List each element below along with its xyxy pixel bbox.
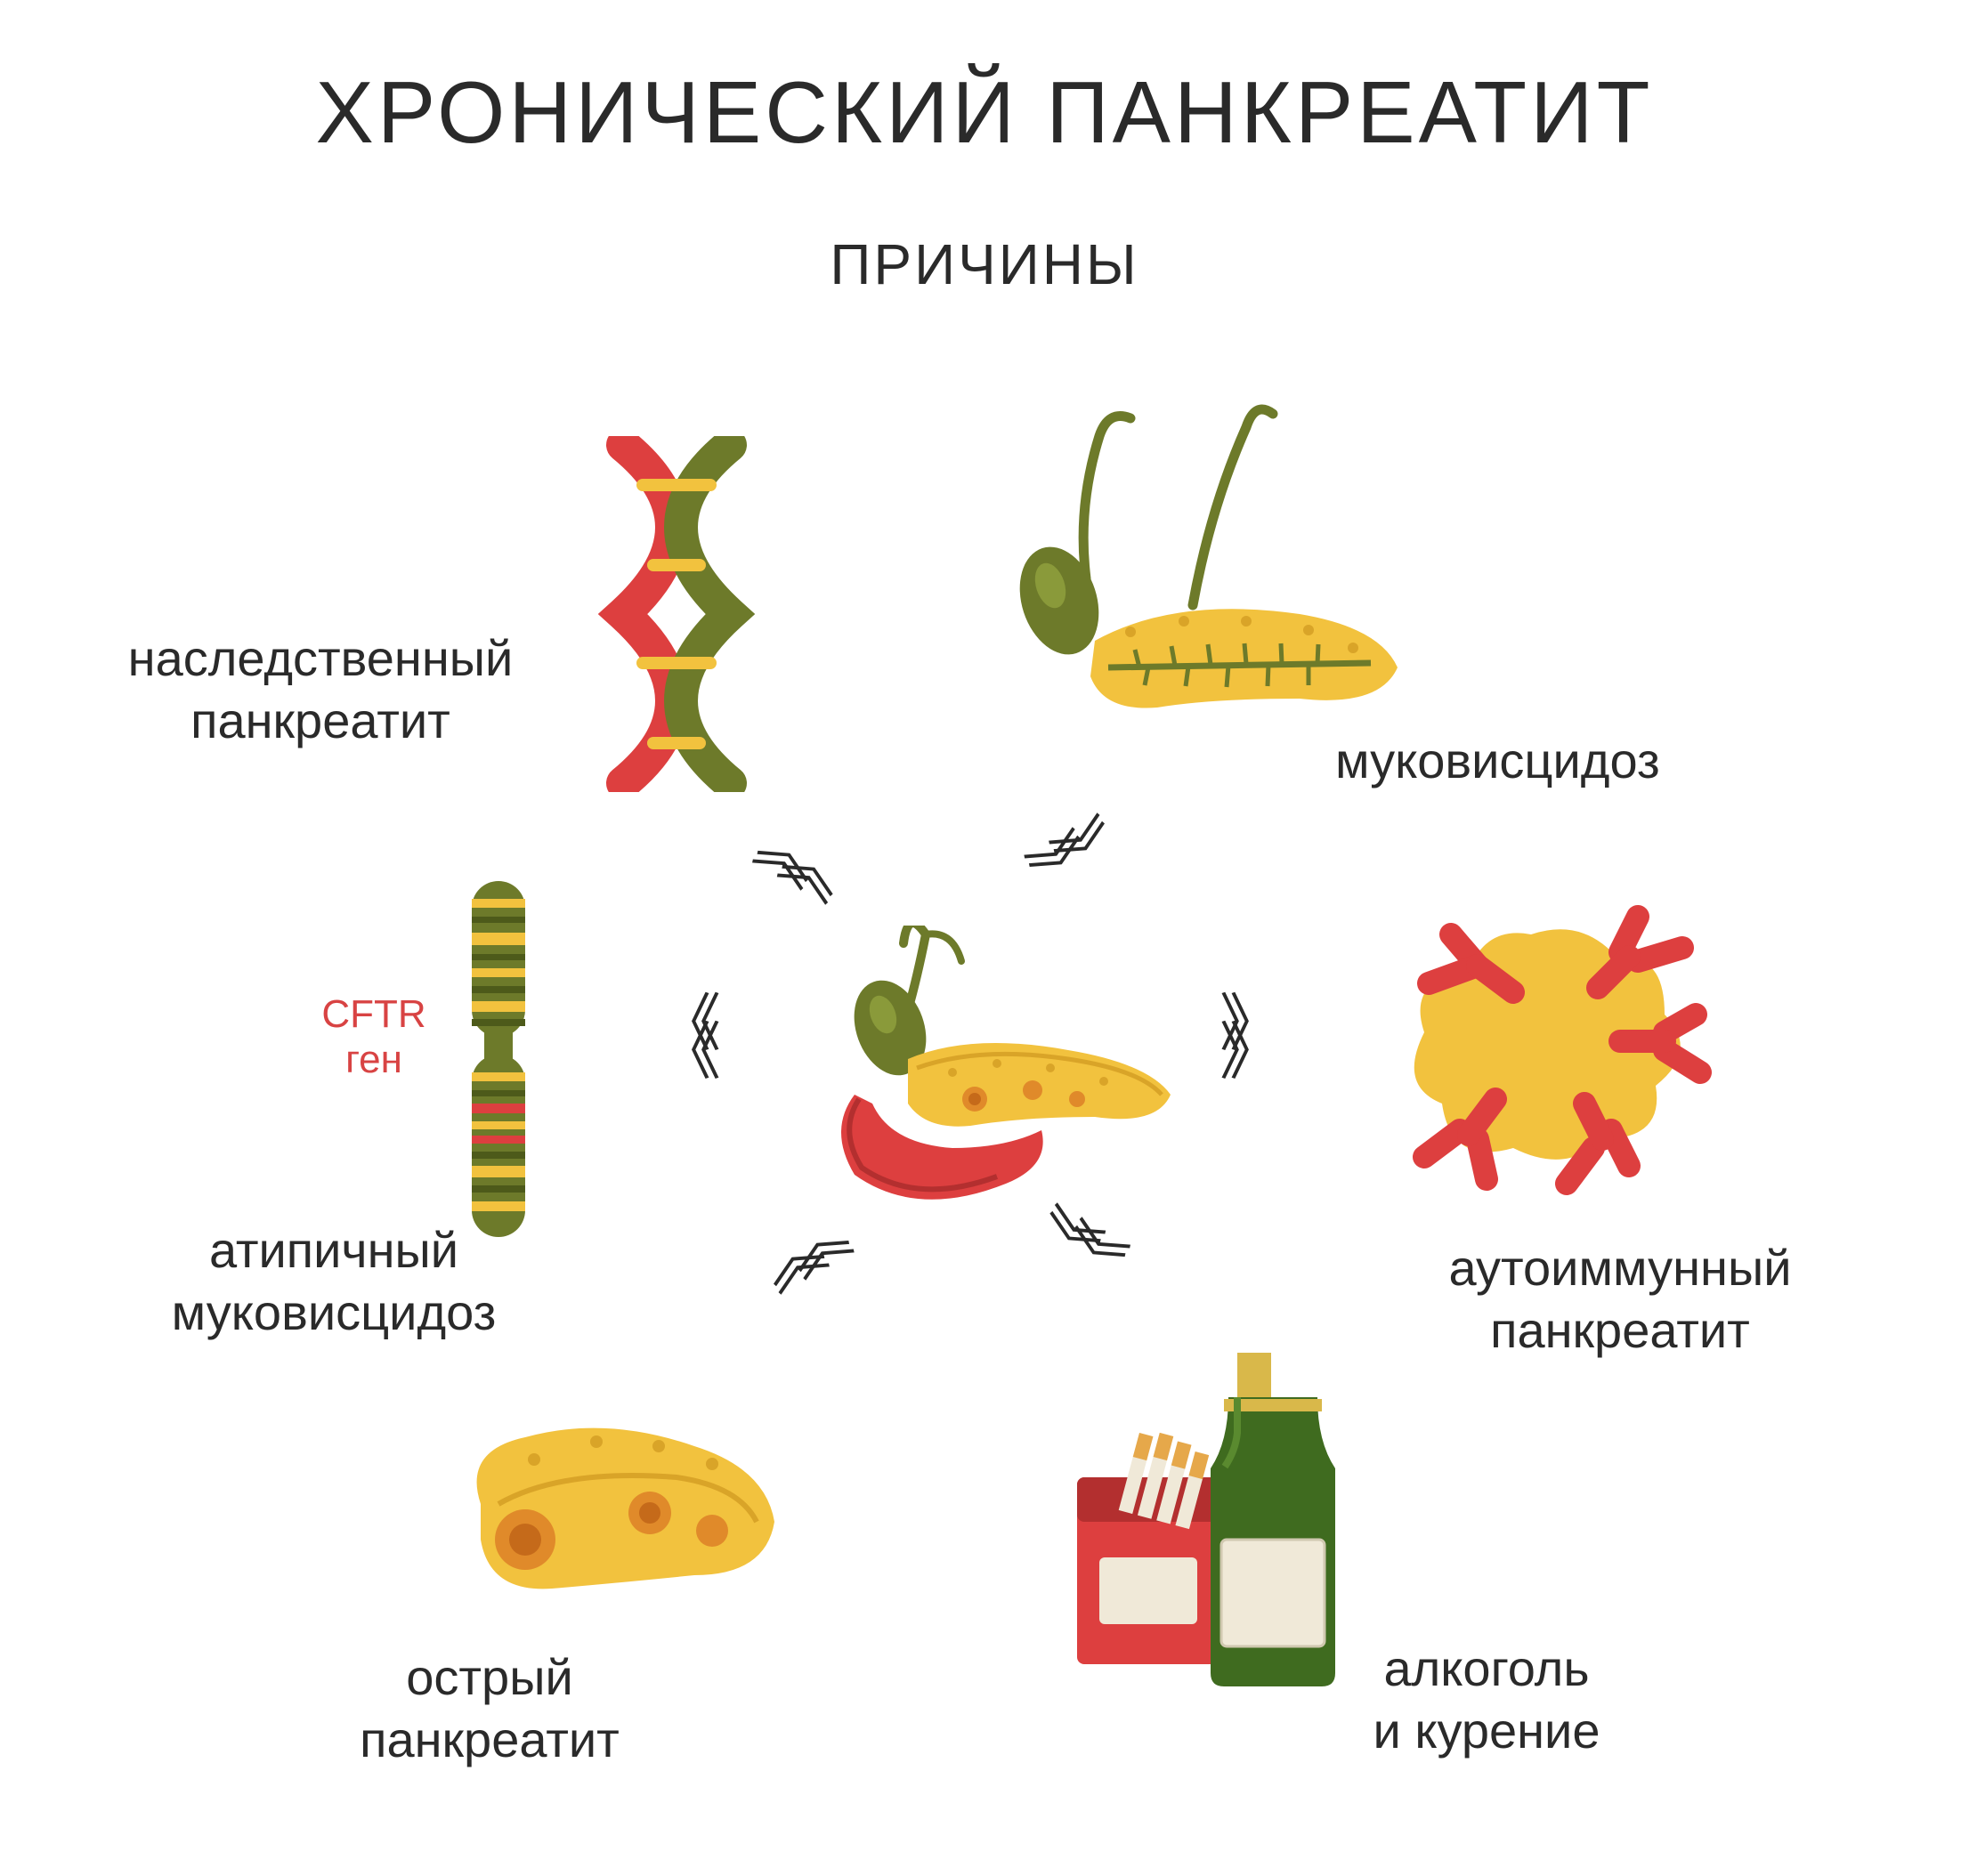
node-label-text: острый панкреатит bbox=[312, 1646, 668, 1771]
pancreas-gallbladder-icon bbox=[944, 400, 1406, 739]
arrow-icon: 》》 bbox=[1033, 819, 1113, 901]
hereditary-label: наследственный панкреатит bbox=[89, 627, 552, 752]
cftr-text-1: CFTR bbox=[321, 992, 425, 1036]
node-label-text: аутоиммунный панкреатит bbox=[1389, 1237, 1852, 1362]
node-label-text: атипичный муковисцидоз bbox=[125, 1219, 543, 1344]
cystic-label: муковисцидоз bbox=[1335, 730, 1780, 792]
atypical-label: атипичный муковисцидоз bbox=[125, 1219, 543, 1344]
node-label-text: алкоголь и курение bbox=[1309, 1637, 1665, 1762]
acute-label: острый панкреатит bbox=[312, 1646, 668, 1771]
arrow-icon: 》》 bbox=[766, 1206, 846, 1288]
cftr-gene-label: CFTR ген bbox=[316, 992, 432, 1082]
chromosome-icon bbox=[445, 872, 552, 1246]
node-label-text: наследственный панкреатит bbox=[89, 627, 552, 752]
alcohol-label: алкоголь и курение bbox=[1309, 1637, 1665, 1762]
antibody-blob-icon bbox=[1344, 881, 1718, 1201]
arrow-icon: 》》 bbox=[1219, 1010, 1282, 1066]
arrow-icon: 《《 bbox=[659, 1010, 721, 1066]
arrow-icon: 》》 bbox=[1037, 1206, 1117, 1288]
page-subtitle: ПРИЧИНЫ bbox=[0, 231, 1969, 297]
center-pancreas-icon bbox=[774, 926, 1184, 1210]
autoimmune-label: аутоиммунный панкреатит bbox=[1389, 1237, 1852, 1362]
node-label-text: муковисцидоз bbox=[1335, 730, 1780, 792]
page-title: ХРОНИЧЕСКИЙ ПАНКРЕАТИТ bbox=[0, 62, 1969, 163]
cftr-text-2: ген bbox=[345, 1038, 402, 1081]
arrow-icon: 》》 bbox=[766, 819, 846, 901]
dna-helix-icon bbox=[561, 436, 792, 792]
inflamed-pancreas-icon bbox=[427, 1397, 783, 1629]
